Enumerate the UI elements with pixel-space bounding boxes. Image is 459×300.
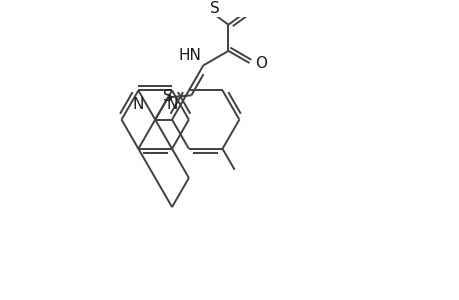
Text: HN: HN	[178, 48, 201, 63]
Text: O: O	[255, 56, 267, 70]
Text: N: N	[166, 97, 177, 112]
Text: S: S	[163, 89, 173, 104]
Text: S: S	[210, 2, 220, 16]
Text: N: N	[132, 97, 144, 112]
